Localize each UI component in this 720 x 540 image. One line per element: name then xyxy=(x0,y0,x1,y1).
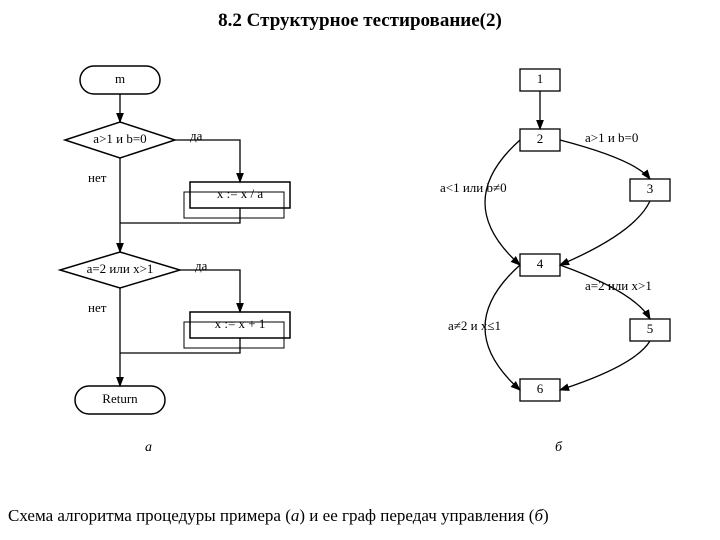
diagram-area: m a>1 и b=0 x := x / a a=2 или x>1 x := x + … xyxy=(0,50,720,480)
caption-b: б xyxy=(534,506,543,525)
flowchart-edge-label: да xyxy=(195,258,207,274)
subfigure-label-b: б xyxy=(555,440,562,456)
graph-node-n2: 2 xyxy=(520,131,560,147)
flowchart-node-start: m xyxy=(84,71,156,87)
flowchart-node-d2: a=2 или x>1 xyxy=(64,261,176,277)
graph-node-n3: 3 xyxy=(630,181,670,197)
flowchart-edge-label: нет xyxy=(88,300,106,316)
graph-node-n5: 5 xyxy=(630,321,670,337)
graph-edge-label: a<1 или b≠0 xyxy=(440,180,507,196)
flowchart-edge-label: да xyxy=(190,128,202,144)
subfigure-label-a: а xyxy=(145,440,152,456)
figure-caption: Схема алгоритма процедуры примера (а) и … xyxy=(0,506,720,526)
caption-text-2: ) и ее граф передач управления ( xyxy=(299,506,534,525)
flowchart-edge-label: нет xyxy=(88,170,106,186)
graph-node-n4: 4 xyxy=(520,256,560,272)
flowchart-node-p1: x := x / a xyxy=(194,186,286,202)
page-title: 8.2 Структурное тестирование(2) xyxy=(0,10,720,32)
caption-text-1: Схема алгоритма процедуры примера ( xyxy=(8,506,291,525)
graph-edge-label: a>1 и b=0 xyxy=(585,130,638,146)
flowchart-node-ret: Return xyxy=(79,391,161,407)
graph-node-n6: 6 xyxy=(520,381,560,397)
flowchart-node-d1: a>1 и b=0 xyxy=(69,131,171,147)
graph-edge-label: a=2 или x>1 xyxy=(585,278,652,294)
caption-text-3: ) xyxy=(543,506,549,525)
graph-edge-label: a≠2 и x≤1 xyxy=(448,318,501,334)
graph-node-n1: 1 xyxy=(520,71,560,87)
flowchart-node-p2: x := x + 1 xyxy=(194,316,286,332)
